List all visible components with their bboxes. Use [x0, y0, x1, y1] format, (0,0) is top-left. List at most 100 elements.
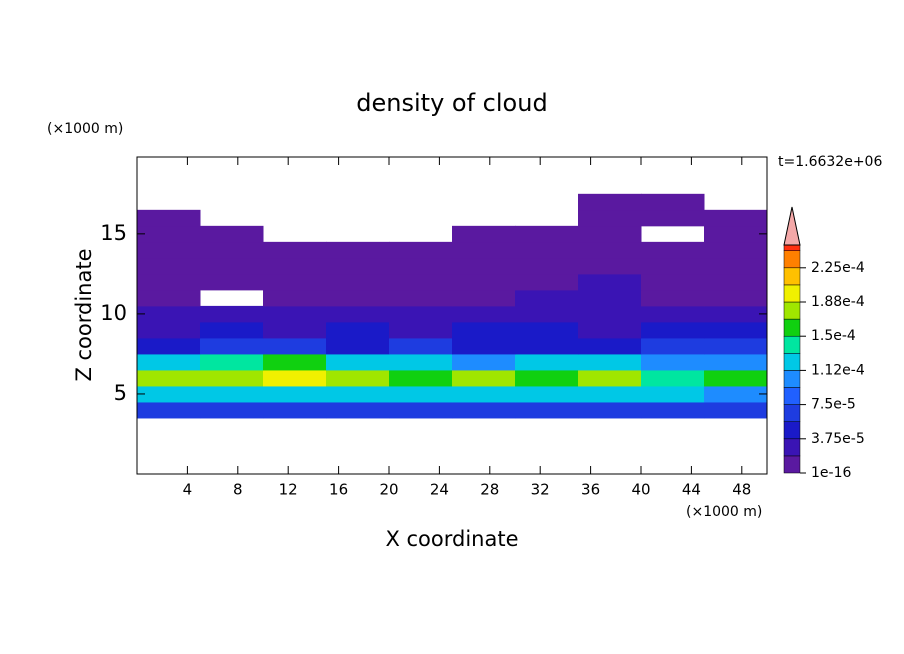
contour-cell	[389, 401, 453, 419]
contour-cell	[515, 385, 579, 403]
contour-cell	[704, 369, 768, 387]
contour-cell	[452, 369, 516, 387]
x-tick-label: 44	[682, 481, 701, 499]
contour-cell	[704, 337, 768, 355]
contour-cell	[326, 353, 390, 371]
contour-cell	[137, 225, 201, 243]
contour-cell	[389, 257, 453, 275]
contour-cell	[704, 273, 768, 291]
x-tick-label: 40	[631, 481, 650, 499]
colorbar-tick-label: 1.12e-4	[811, 362, 865, 378]
x-tick-label: 4	[183, 481, 193, 499]
y-axis-title: Z coordinate	[72, 248, 96, 381]
contour-cell	[389, 337, 453, 355]
contour-cell	[578, 353, 642, 371]
contour-cell	[326, 305, 390, 323]
colorbar-band	[783, 455, 801, 474]
contour-cell	[137, 385, 201, 403]
x-tick-label: 24	[430, 481, 449, 499]
x-axis-title: X coordinate	[385, 527, 518, 551]
contour-cell	[263, 257, 327, 275]
contour-cell	[578, 385, 642, 403]
contour-cell	[137, 241, 201, 259]
contour-cell	[200, 305, 264, 323]
colorbar-tick-label: 2.25e-4	[811, 260, 865, 276]
contour-cell	[515, 257, 579, 275]
contour-cell	[578, 321, 642, 339]
contour-cell	[326, 321, 390, 339]
contour-cell	[641, 289, 705, 307]
contour-cell	[326, 337, 390, 355]
contour-cell	[137, 209, 201, 227]
contour-cell	[452, 321, 516, 339]
contour-cell	[452, 289, 516, 307]
contour-cell	[578, 193, 642, 211]
contour-cell	[326, 273, 390, 291]
x-tick-label: 28	[480, 481, 499, 499]
x-unit: (×1000 m)	[686, 504, 762, 520]
colorbar-tick-label: 1e-16	[811, 465, 851, 481]
contour-cell	[200, 385, 264, 403]
contour-cell	[452, 401, 516, 419]
contour-cell	[389, 305, 453, 323]
contour-cell	[389, 385, 453, 403]
colorbar-band	[783, 421, 801, 440]
colorbar-tick-label: 3.75e-5	[811, 431, 865, 447]
contour-cell	[704, 209, 768, 227]
contour-cell	[515, 401, 579, 419]
y-tick-label: 10	[100, 301, 127, 325]
contour-cell	[578, 401, 642, 419]
contour-cell	[137, 305, 201, 323]
colorbar-band	[783, 244, 801, 251]
colorbar-band	[783, 335, 801, 354]
colorbar-tick-label: 1.5e-4	[811, 328, 856, 344]
contour-cell	[263, 385, 327, 403]
contour-cell	[263, 321, 327, 339]
contour-cell	[137, 353, 201, 371]
contour-cell	[137, 337, 201, 355]
contour-cell	[137, 369, 201, 387]
y-tick-label: 15	[100, 221, 127, 245]
contour-cell	[200, 273, 264, 291]
contour-cell	[578, 337, 642, 355]
x-tick-label: 20	[379, 481, 398, 499]
contour-cell	[389, 353, 453, 371]
contour-cell	[200, 337, 264, 355]
colorbar-band	[783, 284, 801, 303]
contour-cell	[704, 353, 768, 371]
x-tick-label: 8	[233, 481, 243, 499]
contour-cell	[452, 241, 516, 259]
colorbar-band	[783, 318, 801, 337]
contour-cell	[641, 241, 705, 259]
contour-cell	[641, 193, 705, 211]
colorbar-band	[783, 404, 801, 422]
contour-cell	[641, 257, 705, 275]
contour-cell	[578, 305, 642, 323]
contour-cell	[515, 225, 579, 243]
contour-cell	[641, 401, 705, 419]
contour-cell	[641, 321, 705, 339]
contour-cell	[641, 369, 705, 387]
y-unit: (×1000 m)	[47, 121, 123, 137]
y-tick-label: 5	[114, 381, 127, 405]
contour-cell	[704, 225, 768, 243]
contour-cell	[452, 305, 516, 323]
x-tick-label: 36	[581, 481, 600, 499]
contour-cell	[263, 369, 327, 387]
contour-cell	[137, 273, 201, 291]
colorbar-tick-label: 1.88e-4	[811, 294, 865, 310]
contour-cell	[326, 369, 390, 387]
contour-cell	[263, 401, 327, 419]
colorbar-band	[783, 250, 801, 269]
contour-cell	[452, 353, 516, 371]
x-tick-label: 12	[279, 481, 298, 499]
contour-cell	[326, 401, 390, 419]
contour-cell	[263, 289, 327, 307]
contour-cell	[326, 289, 390, 307]
contour-cell	[641, 209, 705, 227]
contour-cell	[200, 257, 264, 275]
contour-cell	[263, 353, 327, 371]
contour-cell	[641, 353, 705, 371]
contour-cell	[704, 321, 768, 339]
